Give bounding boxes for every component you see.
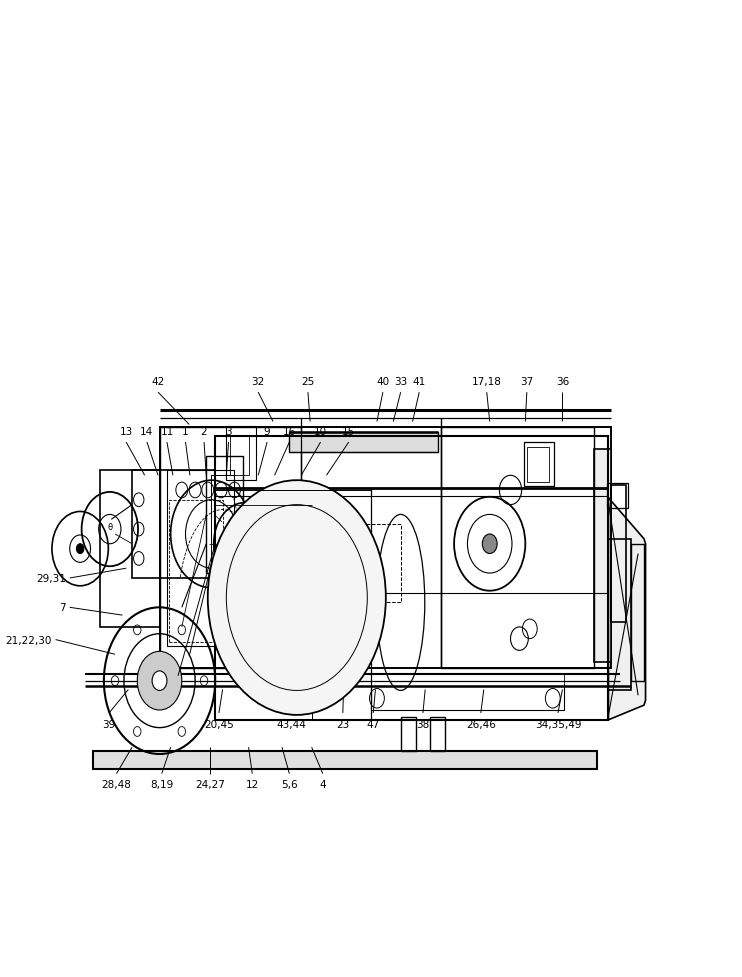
Bar (160, 428, 301, 668)
Bar (215, 437, 608, 720)
Text: 9: 9 (264, 427, 270, 437)
Circle shape (152, 671, 167, 691)
Text: 39: 39 (102, 719, 116, 729)
Bar (401, 717, 416, 751)
Bar (160, 428, 611, 668)
Text: 3: 3 (226, 427, 232, 437)
Text: θ: θ (108, 522, 112, 531)
Text: 5,6: 5,6 (281, 780, 298, 789)
Text: 26,46: 26,46 (466, 719, 496, 729)
Bar (93, 751, 597, 769)
Bar (527, 447, 549, 483)
Text: 17,18: 17,18 (472, 377, 502, 387)
Text: 11: 11 (160, 427, 174, 437)
Bar (631, 544, 644, 681)
Text: 21,22,30: 21,22,30 (5, 635, 52, 645)
Text: 23: 23 (336, 719, 349, 729)
Polygon shape (608, 498, 646, 720)
Text: 14: 14 (140, 427, 154, 437)
Text: 42: 42 (151, 377, 165, 387)
Text: 12: 12 (246, 780, 259, 789)
Bar (230, 437, 249, 476)
Text: 32: 32 (252, 377, 265, 387)
Text: 40: 40 (376, 377, 390, 387)
Text: 16: 16 (283, 427, 296, 437)
Text: 10: 10 (314, 427, 327, 437)
Text: 20,45: 20,45 (204, 719, 234, 729)
Text: 34,35,49: 34,35,49 (535, 719, 581, 729)
Bar (608, 539, 631, 691)
Bar (211, 476, 234, 564)
Bar (594, 449, 611, 662)
Circle shape (76, 544, 84, 554)
Text: 8,19: 8,19 (150, 780, 174, 789)
Text: 38: 38 (416, 719, 430, 729)
Text: 28,48: 28,48 (102, 780, 131, 789)
Text: 1: 1 (183, 427, 188, 437)
Bar (226, 427, 256, 481)
Bar (100, 471, 160, 627)
Bar (524, 443, 554, 487)
Text: 36: 36 (556, 377, 569, 387)
Bar (371, 674, 564, 686)
Bar (167, 471, 234, 647)
Text: 25: 25 (301, 377, 315, 387)
Bar (206, 456, 243, 573)
Text: 33: 33 (394, 377, 407, 387)
Circle shape (208, 481, 386, 715)
Bar (371, 686, 564, 710)
Circle shape (482, 534, 497, 554)
Text: 15: 15 (342, 427, 355, 437)
Text: 13: 13 (119, 427, 133, 437)
Text: 7: 7 (59, 603, 66, 613)
Text: 37: 37 (520, 377, 533, 387)
Text: 47: 47 (367, 719, 380, 729)
Bar (339, 510, 352, 637)
Bar (430, 717, 445, 751)
Text: 24,27: 24,27 (195, 780, 225, 789)
Circle shape (137, 652, 182, 710)
Text: 29,31: 29,31 (36, 573, 66, 583)
Bar (611, 486, 626, 622)
Text: 41: 41 (413, 377, 426, 387)
Bar (132, 471, 215, 578)
Text: 4: 4 (320, 780, 326, 789)
Text: 2: 2 (201, 427, 207, 437)
Bar (289, 433, 438, 452)
Text: 43,44: 43,44 (277, 719, 306, 729)
Bar (607, 484, 628, 508)
Bar (441, 428, 594, 668)
